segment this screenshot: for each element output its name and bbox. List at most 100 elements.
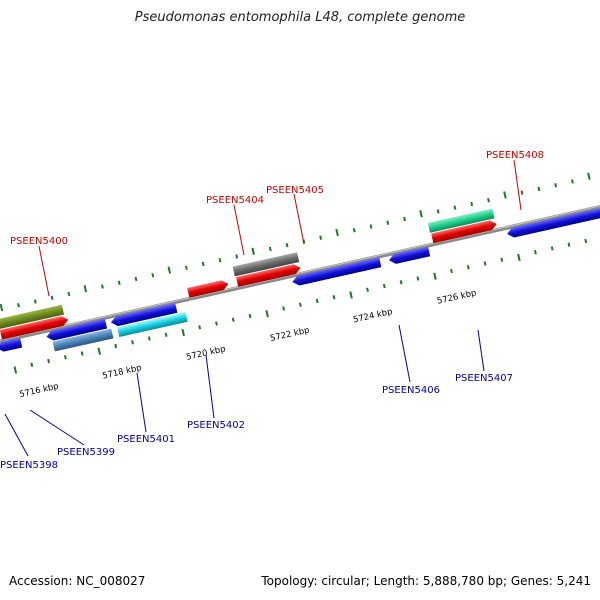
scale-label: 5726 kbp (436, 288, 477, 306)
minor-tick (67, 291, 71, 297)
feature-pseen5400-olive[interactable] (0, 304, 65, 330)
gene-label[interactable]: PSEEN5401 (117, 434, 175, 445)
gene-label[interactable]: PSEEN5406 (382, 385, 440, 396)
genome-backbone (0, 180, 600, 368)
major-tick (517, 253, 521, 262)
minor-tick (117, 280, 121, 285)
lower-tick-track (13, 238, 588, 374)
feature-pseen5408-mint[interactable] (427, 208, 495, 233)
minor-tick (332, 295, 336, 300)
major-tick (349, 291, 353, 299)
minor-tick (134, 276, 138, 282)
minor-tick (315, 298, 319, 304)
gene-label[interactable]: PSEEN5402 (187, 420, 245, 431)
minor-tick (201, 261, 205, 267)
minor-tick (131, 340, 134, 345)
scale-label: 5718 kbp (101, 363, 142, 381)
minor-tick (416, 276, 420, 281)
scale-label: 5720 kbp (185, 344, 226, 362)
minor-tick (80, 351, 84, 356)
feature-pseen5407[interactable] (388, 246, 431, 266)
minor-tick (147, 336, 151, 341)
minor-tick (533, 250, 537, 255)
minor-tick (218, 258, 222, 263)
feature-pseen5401-blue[interactable] (45, 318, 108, 342)
minor-tick (101, 284, 104, 289)
major-tick (503, 191, 507, 199)
scale-label: 5716 kbp (18, 382, 59, 400)
minor-tick (436, 209, 440, 214)
lower-gene-labels: PSEEN5398 PSEEN5399 PSEEN5401 PSEEN5402 … (0, 373, 513, 471)
minor-tick (366, 287, 369, 292)
gene-label[interactable]: PSEEN5407 (455, 373, 513, 384)
minor-tick (151, 273, 155, 278)
major-tick (335, 228, 339, 237)
major-tick (251, 247, 255, 255)
minor-tick (33, 299, 37, 304)
feature-right-edge[interactable] (506, 205, 600, 239)
gene-label[interactable]: PSEEN5400 (10, 236, 68, 247)
major-tick (97, 347, 102, 355)
minor-tick (567, 242, 571, 247)
minor-tick (487, 198, 490, 203)
minor-tick (30, 362, 34, 367)
minor-tick (198, 325, 202, 330)
minor-tick (298, 302, 302, 307)
lower-leaders (4, 324, 485, 457)
major-tick (433, 272, 437, 280)
minor-tick (50, 295, 54, 300)
major-tick (265, 310, 269, 318)
minor-tick (17, 303, 20, 308)
feature-pseen5401-steel[interactable] (52, 328, 114, 352)
minor-tick (399, 280, 403, 285)
minor-tick (520, 190, 524, 195)
minor-tick (285, 243, 289, 248)
minor-tick (403, 216, 406, 222)
feature-pseen5405-red[interactable] (236, 263, 302, 287)
scale-label: 5722 kbp (269, 326, 310, 344)
minor-tick (466, 265, 470, 270)
major-tick (13, 366, 18, 374)
major-tick (167, 266, 171, 274)
gene-label[interactable]: PSEEN5408 (486, 150, 544, 161)
minor-tick (571, 179, 574, 184)
feature-pseen5405-gray[interactable] (232, 252, 300, 277)
minor-tick (114, 343, 118, 349)
minor-tick (282, 306, 286, 311)
minor-tick (268, 246, 272, 252)
feature-pseen5402-blue[interactable] (110, 303, 178, 327)
minor-tick (215, 321, 218, 326)
minor-tick (382, 283, 386, 289)
gene-label[interactable]: PSEEN5399 (57, 447, 115, 458)
accession-text: Accession: NC_008027 (9, 574, 146, 588)
feature-pseen5402-cyan[interactable] (117, 312, 188, 338)
minor-tick (231, 317, 235, 322)
minor-tick (319, 235, 323, 240)
minor-tick (500, 257, 504, 262)
major-tick (587, 172, 591, 180)
feature-pseen5398b[interactable] (0, 337, 23, 353)
minor-tick (386, 220, 390, 225)
minor-tick (235, 254, 239, 259)
feature-pseen5406[interactable] (291, 257, 382, 286)
gene-label[interactable]: PSEEN5398 (0, 460, 58, 471)
page-title: Pseudomonas entomophila L48, complete ge… (134, 10, 466, 25)
minor-tick (369, 224, 373, 229)
feature-pseen5408-red[interactable] (431, 219, 498, 244)
minor-tick (537, 186, 541, 192)
minor-tick (248, 313, 252, 319)
feature-pseen5404[interactable] (187, 279, 229, 298)
gene-label[interactable]: PSEEN5404 (206, 195, 264, 206)
feature-pseen5400-red[interactable] (0, 315, 69, 340)
minor-tick (584, 238, 588, 244)
minor-tick (453, 205, 457, 210)
major-tick (83, 285, 88, 293)
minor-tick (63, 355, 67, 360)
genome-summary-text: Topology: circular; Length: 5,888,780 bp… (261, 574, 591, 588)
minor-tick (184, 265, 188, 270)
gene-label[interactable]: PSEEN5405 (266, 185, 324, 196)
major-tick (181, 328, 185, 337)
minor-tick (483, 261, 487, 266)
minor-tick (352, 228, 356, 233)
